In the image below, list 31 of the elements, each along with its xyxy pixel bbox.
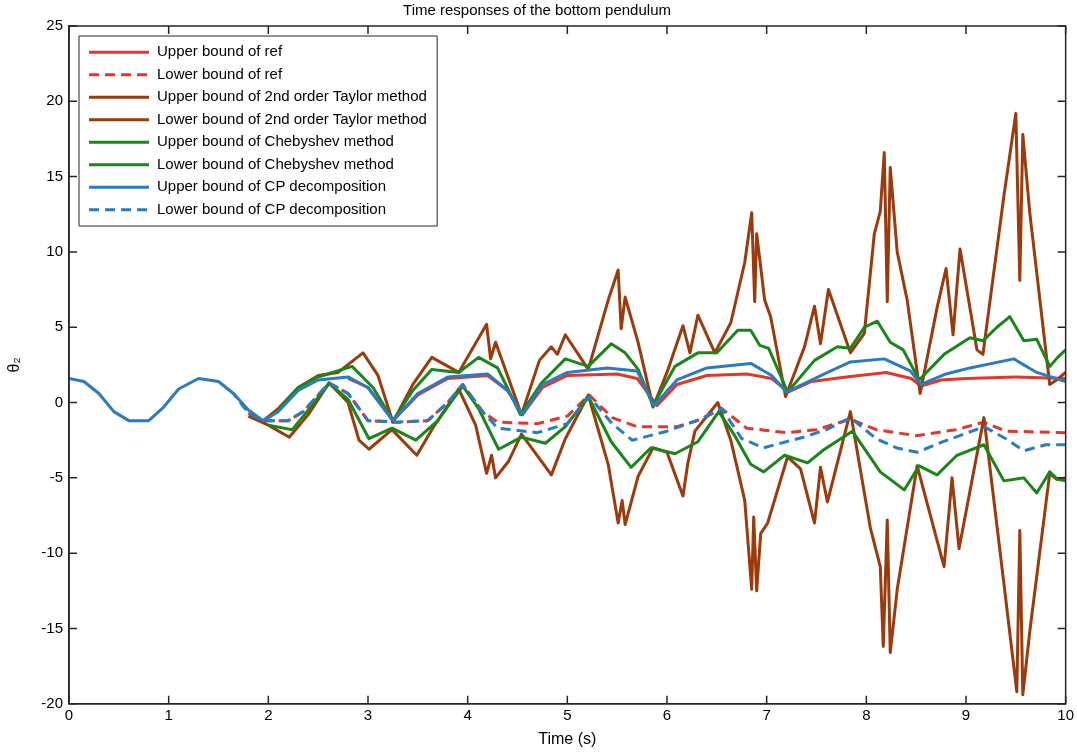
x-tick-label: 9 — [961, 705, 971, 723]
x-tick-label: 3 — [363, 705, 373, 723]
legend-label: Lower bound of ref — [157, 64, 283, 82]
x-axis-title: Time (s) — [538, 729, 597, 747]
y-tick-label: -15 — [41, 618, 63, 636]
x-tick-label: 1 — [164, 705, 173, 723]
x-tick-label: 2 — [264, 705, 273, 723]
x-tick-label: 8 — [862, 705, 871, 723]
x-tick-label: 6 — [662, 705, 672, 723]
legend-label: Upper bound of Chebyshev method — [157, 132, 394, 150]
legend-label: Lower bound of Chebyshev method — [157, 154, 394, 172]
y-tick-label: 15 — [46, 166, 63, 184]
y-tick-label: -20 — [41, 693, 63, 711]
y-tick-label: 5 — [54, 317, 63, 335]
legend-label: Lower bound of 2nd order Taylor method — [157, 109, 427, 127]
x-tick-label: 7 — [762, 705, 771, 723]
legend-label: Upper bound of 2nd order Taylor method — [157, 87, 427, 105]
y-tick-label: 10 — [46, 242, 63, 260]
y-axis-title: θ₂ — [5, 357, 23, 373]
chart-title: Time responses of the bottom pendulum — [403, 1, 671, 19]
y-tick-label: 0 — [54, 392, 63, 410]
x-tick-label: 4 — [463, 705, 472, 723]
x-tick-label: 10 — [1057, 705, 1074, 723]
legend-label: Upper bound of ref — [157, 42, 283, 60]
legend-label: Upper bound of CP decomposition — [157, 177, 387, 195]
y-tick-label: 20 — [46, 91, 63, 109]
legend-label: Lower bound of CP decomposition — [157, 199, 387, 217]
x-tick-label: 5 — [563, 705, 572, 723]
y-tick-label: -10 — [41, 543, 63, 561]
y-tick-label: -5 — [49, 468, 63, 486]
y-tick-label: 25 — [46, 16, 63, 34]
